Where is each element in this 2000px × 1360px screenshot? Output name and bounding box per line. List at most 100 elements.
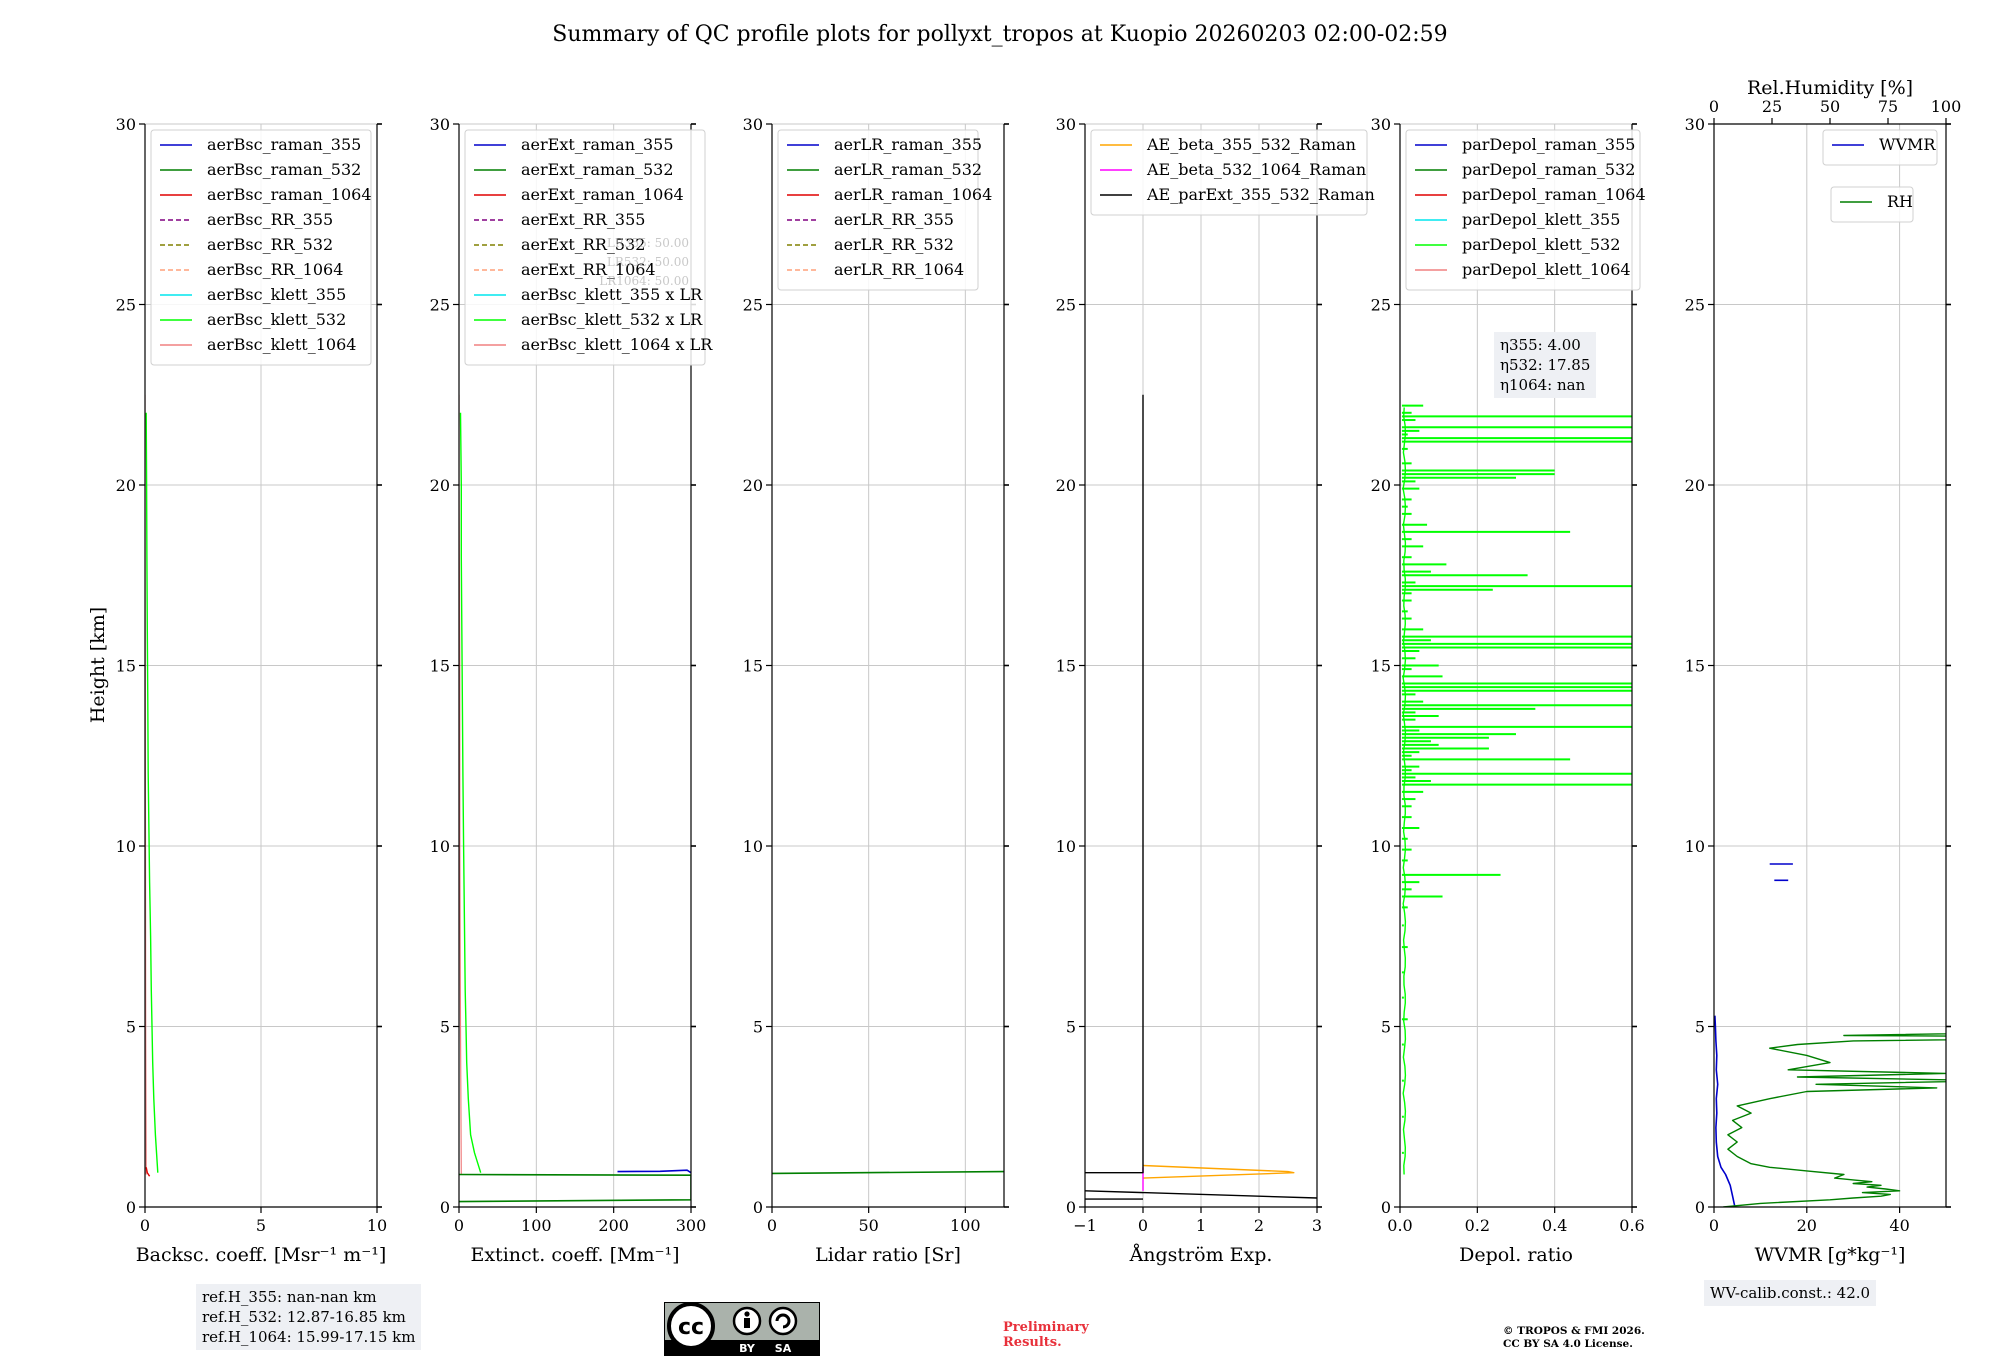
series-WVMR xyxy=(1714,1015,1736,1207)
ref-height-532: ref.H_532: 12.87-16.85 km xyxy=(202,1308,406,1326)
eta-355: η355: 4.00 xyxy=(1500,336,1581,354)
ref-height-box: ref.H_355: nan-nan km ref.H_532: 12.87-1… xyxy=(196,1284,422,1350)
x-tick-label: 0 xyxy=(140,1216,150,1235)
preliminary-line-2: Results. xyxy=(1003,1335,1062,1350)
y-tick-label: 5 xyxy=(753,1018,763,1037)
y-tick-label: 10 xyxy=(430,837,450,856)
y-tick-label: 0 xyxy=(126,1198,136,1217)
legend-frame xyxy=(1405,129,1641,291)
legend-label: aerBsc_klett_1064 x LR xyxy=(521,335,713,354)
legend-label: WVMR xyxy=(1879,135,1936,154)
y-tick-label: 10 xyxy=(743,837,763,856)
y-tick-label: 15 xyxy=(743,657,763,676)
legend-label: aerLR_raman_1064 xyxy=(834,185,992,204)
y-tick-label: 15 xyxy=(1371,657,1391,676)
plot-area xyxy=(1714,863,1946,1207)
y-tick-label: 5 xyxy=(1695,1018,1705,1037)
legend-frame xyxy=(1822,129,1938,166)
legend-label: parDepol_raman_1064 xyxy=(1462,185,1646,204)
y-tick-label: 10 xyxy=(1056,837,1076,856)
y-tick-label: 10 xyxy=(116,837,136,856)
y-tick-label: 30 xyxy=(743,115,763,134)
legend-frame xyxy=(150,129,372,366)
y-tick-label: 0 xyxy=(1381,1198,1391,1217)
chart-lr: 0 50 100 0 5 10 15 20 25 30 Lidar ratio [Sr] aerLR_… xyxy=(743,115,1009,1266)
legend-label: aerLR_RR_1064 xyxy=(834,260,964,279)
legend-label: aerBsc_klett_532 x LR xyxy=(521,310,703,329)
x-axis-label: Backsc. coeff. [Msr⁻¹ m⁻¹] xyxy=(136,1244,387,1266)
y-tick-label: 0 xyxy=(753,1198,763,1217)
legend-label: AE_beta_532_1064_Raman xyxy=(1146,160,1366,179)
y-tick-label: 25 xyxy=(1371,296,1391,315)
legend-frame xyxy=(464,129,706,366)
y-tick-label: 15 xyxy=(1056,657,1076,676)
top-x-tick-label: 100 xyxy=(1931,97,1962,116)
ref-height-355: ref.H_355: nan-nan km xyxy=(202,1288,377,1306)
series-aerBsc_klett_1064 x LR xyxy=(459,394,462,1175)
preliminary-note: Preliminary Results. xyxy=(1003,1320,1089,1350)
series-aerBsc_raman_1064 xyxy=(145,1167,151,1177)
wv-calib-box: WV-calib.const.: 42.0 xyxy=(1704,1280,1877,1306)
legend-label: aerBsc_klett_355 x LR xyxy=(521,285,703,304)
x-tick-label: 5 xyxy=(256,1216,266,1235)
y-tick-label: 25 xyxy=(1056,296,1076,315)
legend-frame xyxy=(777,129,979,291)
copyright-note: © TROPOS & FMI 2026. CC BY SA 4.0 Licens… xyxy=(1503,1325,1645,1351)
y-tick-label: 30 xyxy=(1685,115,1705,134)
x-tick-label: 0.2 xyxy=(1465,1216,1490,1235)
x-tick-label: −1 xyxy=(1073,1216,1097,1235)
plot-area xyxy=(145,394,159,1177)
cc-badge-text: cc xyxy=(678,1315,704,1340)
legend-label: aerExt_raman_532 xyxy=(521,160,674,179)
chart-wv: 0 20 40 0 5 10 15 20 25 30 WVMR [g*kg⁻¹] 0 25 50 75 100… xyxy=(1685,77,1962,1266)
series-AE_beta_355_532_Raman xyxy=(1142,1164,1295,1179)
y-tick-label: 10 xyxy=(1685,837,1705,856)
y-tick-label: 15 xyxy=(430,657,450,676)
legend-label: parDepol_klett_355 xyxy=(1462,210,1620,229)
x-tick-label: 10 xyxy=(367,1216,387,1235)
y-tick-label: 20 xyxy=(430,476,450,495)
legend: parDepol_raman_355 parDepol_raman_532 parD… xyxy=(1405,129,1646,291)
x-tick-label: 0 xyxy=(1138,1216,1148,1235)
copyright-line-2: CC BY SA 4.0 License. xyxy=(1503,1338,1633,1350)
x-tick-label: 0 xyxy=(454,1216,464,1235)
series-AE_parExt_355_532_Raman_low xyxy=(1085,1190,1317,1199)
legend: aerExt_raman_355 aerExt_raman_532 aerExt_r… xyxy=(464,129,713,366)
legend-label: aerBsc_klett_1064 xyxy=(207,335,356,354)
y-tick-label: 20 xyxy=(1371,476,1391,495)
y-tick-label: 0 xyxy=(1066,1198,1076,1217)
plot-area xyxy=(1085,394,1317,1200)
y-axis-label: Height [km] xyxy=(87,607,109,723)
x-tick-label: 100 xyxy=(950,1216,981,1235)
legend-label: aerLR_raman_532 xyxy=(834,160,982,179)
plot-area xyxy=(1401,404,1632,1175)
legend-label: aerExt_raman_355 xyxy=(521,135,674,154)
legend-label: parDepol_raman_532 xyxy=(1462,160,1635,179)
top-x-tick-label: 75 xyxy=(1878,97,1898,116)
ref-height-1064: ref.H_1064: 15.99-17.15 km xyxy=(202,1328,416,1346)
y-tick-label: 30 xyxy=(1371,115,1391,134)
legend-wvmr: WVMR xyxy=(1822,129,1938,166)
y-tick-label: 20 xyxy=(1056,476,1076,495)
y-tick-label: 10 xyxy=(1371,837,1391,856)
x-axis-label: Extinct. coeff. [Mm⁻¹] xyxy=(470,1244,679,1266)
sa-share-icon xyxy=(768,1306,798,1336)
legend-label: aerLR_raman_355 xyxy=(834,135,982,154)
legend-label: parDepol_klett_532 xyxy=(1462,235,1620,254)
x-tick-label: 0.0 xyxy=(1387,1216,1412,1235)
legend-label: aerBsc_raman_532 xyxy=(207,160,361,179)
legend-frame xyxy=(1830,186,1914,223)
legend-label: aerLR_RR_355 xyxy=(834,210,954,229)
top-axis-label: Rel.Humidity [%] xyxy=(1747,77,1913,99)
legend-label: aerBsc_RR_532 xyxy=(207,235,333,254)
x-axis-label: Depol. ratio xyxy=(1459,1244,1573,1266)
preliminary-line-1: Preliminary xyxy=(1003,1320,1089,1335)
x-tick-label: 0.6 xyxy=(1619,1216,1644,1235)
chart-bsc: 0 5 10 0 5 10 15 20 25 30 Backsc. coeff. [Msr⁻¹ m⁻… xyxy=(116,115,388,1266)
legend-label: aerLR_RR_532 xyxy=(834,235,954,254)
series-aerBsc_klett_532 xyxy=(145,412,159,1173)
legend-label: aerExt_RR_532 xyxy=(521,235,645,254)
series-RH xyxy=(1723,1033,1946,1207)
